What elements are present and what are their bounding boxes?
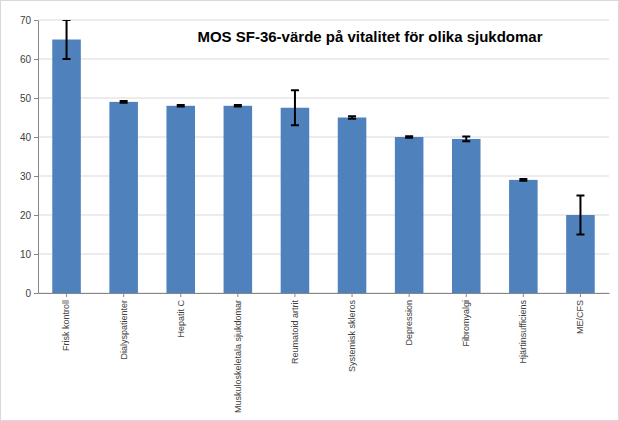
bar <box>224 106 253 293</box>
title: MOS SF-36-värde på vitalitet för olika s… <box>197 28 542 45</box>
x-tick: Muskuloskeletala sjukdomar <box>233 293 243 413</box>
x-tick-label: Depression <box>404 300 414 346</box>
x-tick-label: Systemisk skleros <box>347 300 357 373</box>
x-axis: Frisk kontroll Dialyspatienter Hepatit C Mu… <box>39 293 610 413</box>
y-tick-label: 40 <box>20 132 32 143</box>
x-tick-mark <box>352 293 353 297</box>
bar <box>109 102 138 293</box>
y-tick: 0 <box>25 288 38 299</box>
x-tick-label: Hjärtinsufficiens <box>518 300 528 364</box>
x-tick: Dialyspatienter <box>119 293 129 360</box>
error-bar <box>177 105 185 107</box>
x-tick: Hjärtinsufficiens <box>518 293 528 363</box>
x-tick-label: Fibromyalgi <box>461 300 471 347</box>
y-tick-label: 70 <box>20 15 32 26</box>
bar <box>395 137 424 293</box>
chart-frame <box>1 1 619 421</box>
error-bar <box>120 101 128 103</box>
bar <box>166 106 195 293</box>
x-tick: Frisk kontroll <box>61 293 71 351</box>
y-tick: 60 <box>20 54 38 65</box>
error-bar <box>462 137 470 142</box>
y-tick-mark <box>34 293 38 294</box>
y-tick: 20 <box>20 210 38 221</box>
x-tick: Fibromyalgi <box>461 293 471 347</box>
error-bar <box>291 90 299 125</box>
y-tick-mark <box>34 215 38 216</box>
error-bar <box>576 196 584 235</box>
x-tick-label: Frisk kontroll <box>61 300 71 351</box>
y-tick-label: 30 <box>20 171 32 182</box>
grid-line <box>38 98 609 99</box>
error-bar <box>63 20 71 59</box>
x-tick: Systemisk skleros <box>347 293 357 372</box>
grid-line <box>38 59 609 60</box>
x-tick-mark <box>180 293 181 297</box>
y-tick-mark <box>34 137 38 138</box>
x-tick-label: Dialyspatienter <box>119 300 129 360</box>
error-bar <box>234 105 242 107</box>
grid-line <box>38 20 609 21</box>
y-tick: 30 <box>20 171 38 182</box>
bar <box>281 108 310 293</box>
bar <box>338 118 367 294</box>
y-tick-mark <box>34 254 38 255</box>
x-tick-mark <box>123 293 124 297</box>
y-tick-label: 50 <box>20 93 32 104</box>
bar <box>52 40 81 294</box>
y-tick-mark <box>34 20 38 21</box>
y-axis: 0 10 20 30 40 50 60 70 <box>20 15 39 299</box>
bars <box>52 20 594 293</box>
x-tick-mark <box>580 293 581 297</box>
y-tick-label: 60 <box>20 54 32 65</box>
x-tick-mark <box>523 293 524 297</box>
error-bar <box>348 116 356 118</box>
y-tick: 50 <box>20 93 38 104</box>
error-bar <box>405 136 413 138</box>
y-tick: 10 <box>20 249 38 260</box>
x-tick: ME/CFS <box>575 293 585 334</box>
y-axis-line <box>38 21 39 294</box>
y-tick: 70 <box>20 15 38 26</box>
y-tick: 40 <box>20 132 38 143</box>
error-bar <box>519 179 527 181</box>
x-tick-mark <box>466 293 467 297</box>
x-tick-label: Reumatoid artrit <box>290 300 300 365</box>
y-tick-label: 10 <box>20 249 32 260</box>
x-tick-mark <box>409 293 410 297</box>
y-tick-mark <box>34 59 38 60</box>
y-tick-label: 0 <box>25 288 31 299</box>
bar <box>452 139 481 293</box>
x-tick: Hepatit C <box>176 293 186 338</box>
y-tick-mark <box>34 98 38 99</box>
x-tick-mark <box>294 293 295 297</box>
x-tick-label: Muskuloskeletala sjukdomar <box>233 300 243 413</box>
x-tick: Depression <box>404 293 414 346</box>
x-tick-label: Hepatit C <box>176 300 186 338</box>
chart: 0 10 20 30 40 50 60 70 Frisk kontroll Dialyspatie… <box>0 0 619 421</box>
grid <box>38 20 609 293</box>
y-tick-mark <box>34 176 38 177</box>
x-tick-mark <box>66 293 67 297</box>
y-tick-label: 20 <box>20 210 32 221</box>
plot: 0 10 20 30 40 50 60 70 Frisk kontroll Dialyspatie… <box>20 15 610 413</box>
bar <box>509 180 538 293</box>
error-bars <box>63 20 585 235</box>
x-tick: Reumatoid artrit <box>290 293 300 364</box>
x-tick-mark <box>237 293 238 297</box>
x-tick-label: ME/CFS <box>575 300 585 334</box>
